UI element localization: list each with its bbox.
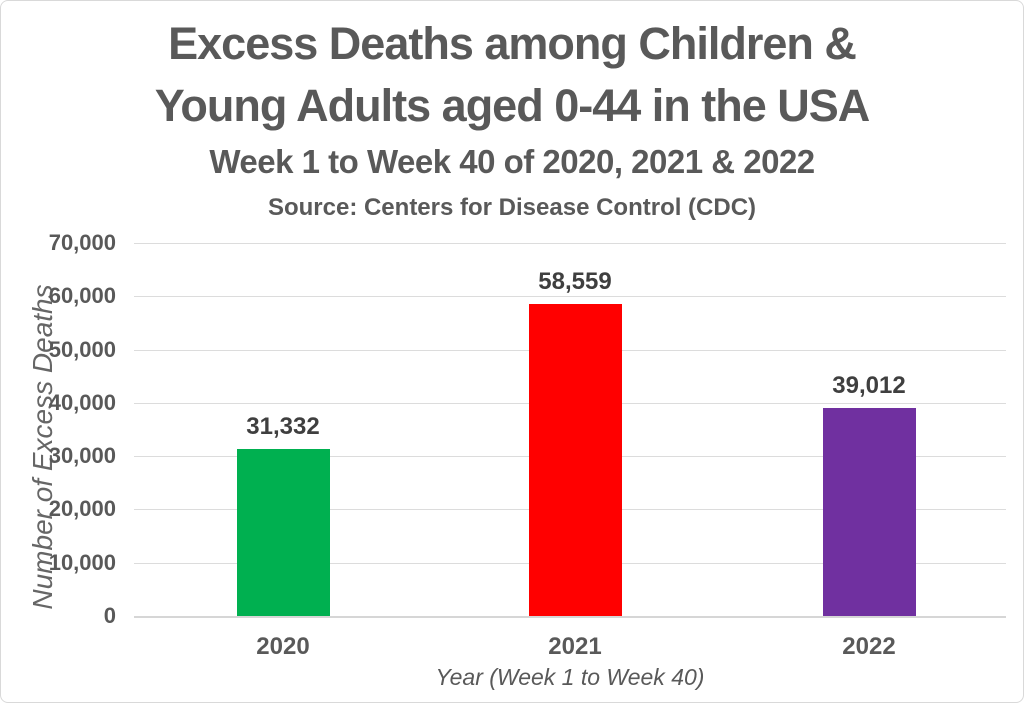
bar-2022: [822, 408, 916, 616]
bar-value-label: 31,332: [246, 413, 320, 440]
chart-source-note: Source: Centers for Disease Control (CDC…: [267, 194, 757, 221]
chart-subtitle: Week 1 to Week 40 of 2020, 2021 & 2022: [209, 143, 815, 180]
x-axis-tick-label: 2022: [842, 633, 896, 660]
x-axis-tick-label: 2020: [256, 633, 310, 660]
chart-title-line2: Young Adults aged 0-44 in the USA: [154, 80, 871, 131]
y-axis-tick-label: 30,000: [48, 443, 116, 468]
y-axis-tick-label: 40,000: [48, 390, 116, 415]
bar-2021: [528, 304, 622, 616]
bar-value-label: 39,012: [832, 372, 906, 399]
y-axis-tick-label: 50,000: [48, 337, 116, 362]
x-axis-title: Year (Week 1 to Week 40): [435, 664, 705, 690]
y-axis-tick-label: 70,000: [48, 230, 116, 255]
y-axis-tick-label: 20,000: [48, 496, 116, 521]
bar-2020: [236, 449, 330, 616]
y-axis-tick-label: 0: [103, 603, 116, 628]
x-axis-tick-label: 2021: [548, 633, 602, 660]
plot-area: [134, 243, 1006, 618]
gridline: [134, 296, 1006, 297]
y-axis-tick-label: 60,000: [48, 283, 116, 308]
gridline: [134, 243, 1006, 244]
bar-value-label: 58,559: [538, 268, 612, 295]
y-axis-tick-label: 10,000: [48, 550, 116, 575]
chart-title-line1: Excess Deaths among Children &: [168, 18, 857, 69]
